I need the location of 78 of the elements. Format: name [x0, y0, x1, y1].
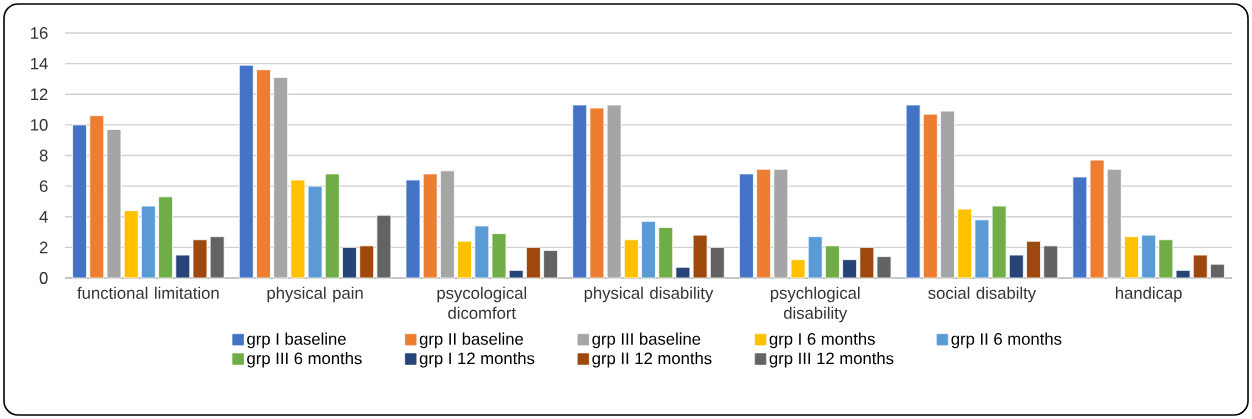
y-tick-label: 10: [31, 118, 48, 131]
bar: [192, 239, 208, 279]
y-tick-label: 2: [39, 241, 48, 254]
bar: [1210, 263, 1225, 279]
y-tick-label: 6: [39, 180, 48, 193]
bar: [1026, 240, 1041, 279]
bar: [422, 173, 438, 279]
y-tick-label: 4: [39, 211, 48, 223]
bar: [905, 104, 921, 279]
bar: [1124, 236, 1139, 279]
bar: [1106, 168, 1122, 279]
bar: [543, 250, 558, 279]
bar: [457, 240, 472, 279]
y-tick-label: 14: [31, 57, 48, 70]
legend-label: grp II 12 months: [592, 352, 712, 368]
bar: [238, 64, 254, 279]
bar: [641, 220, 656, 279]
bar: [491, 233, 507, 279]
bar: [209, 236, 225, 279]
y-tick-label: 8: [39, 149, 48, 162]
x-tick-label: physical pain: [267, 286, 363, 303]
bar: [709, 246, 725, 279]
bar: [1141, 234, 1157, 279]
bar: [526, 246, 541, 279]
bar: [342, 246, 357, 279]
bar: [123, 210, 139, 279]
bar: [876, 256, 892, 279]
legend-label: grp III 12 months: [769, 352, 894, 368]
bar: [572, 104, 588, 279]
bar: [807, 236, 823, 279]
bar: [256, 69, 271, 279]
y-tick-label: 16: [31, 27, 48, 39]
legend-label: grp II baseline: [419, 332, 524, 349]
legend-label: grp I 12 months: [419, 352, 535, 368]
x-tick-label: functional limitation: [77, 286, 219, 299]
bar: [376, 214, 392, 279]
bar: [790, 259, 806, 279]
bar: [324, 173, 340, 279]
bar: [825, 245, 840, 279]
bar: [72, 124, 87, 279]
x-tick-label: physical disability: [584, 286, 714, 303]
legend-label: grp I baseline: [247, 332, 346, 349]
bar: [439, 170, 455, 279]
bar: [158, 196, 173, 279]
bar: [474, 225, 490, 279]
bar: [106, 129, 122, 279]
bar: [842, 259, 858, 279]
bar: [89, 115, 105, 279]
bar: [1072, 176, 1088, 279]
bar: [1043, 245, 1059, 279]
bar: [940, 110, 955, 279]
legend-label: grp III baseline: [592, 332, 701, 349]
x-tick-label: handicap: [1115, 286, 1182, 303]
bar: [1192, 254, 1208, 279]
legend-label: grp I 6 months: [769, 332, 875, 349]
bar: [273, 77, 289, 279]
bar: [175, 254, 191, 279]
x-tick-label: social disabilty: [928, 286, 1037, 303]
bar: [1008, 254, 1024, 279]
bar: [957, 208, 973, 279]
bar: [859, 246, 875, 279]
bar: [359, 245, 375, 279]
bar: [1089, 159, 1105, 279]
x-tick-label: psycological dicomfort: [437, 286, 527, 319]
bar: [922, 113, 938, 279]
x-tick-label: psychlogical disability: [770, 286, 860, 323]
y-tick-label: 12: [31, 88, 48, 101]
legend-label: grp II 6 months: [951, 332, 1062, 349]
bar: [140, 205, 156, 279]
bar: [508, 269, 524, 279]
bar: [739, 173, 754, 279]
bar: [756, 168, 772, 279]
bar: [623, 239, 639, 279]
legend-label: grp III 6 months: [247, 352, 362, 368]
y-tick-label: 0: [39, 272, 48, 284]
bar: [405, 179, 421, 279]
bar: [773, 168, 789, 279]
bar: [658, 227, 674, 279]
